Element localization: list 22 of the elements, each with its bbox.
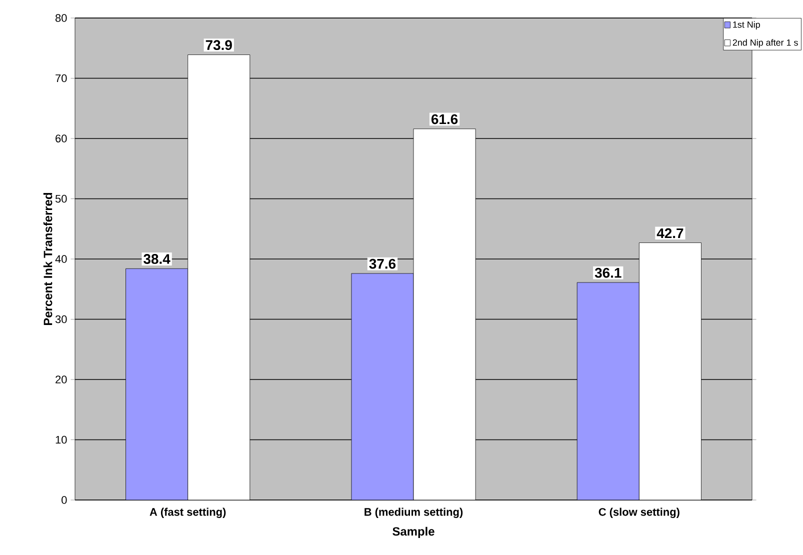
legend-label: 2nd Nip after 1 s: [732, 39, 798, 48]
data-label: 61.6: [431, 114, 458, 124]
y-tick-label: 20: [56, 376, 67, 384]
y-tick-label: 50: [55, 194, 67, 203]
x-tick-label: A (fast setting): [150, 508, 226, 518]
y-tick-label: 30: [55, 315, 67, 324]
legend-label: 1st Nip: [733, 21, 760, 30]
y-axis-title: Percent Ink Transferred: [43, 193, 52, 325]
x-tick-label: B (medium setting): [364, 508, 463, 518]
y-tick-label: 80: [56, 14, 67, 22]
y-tick-label: 10: [56, 436, 67, 444]
y-tick-label: 0: [62, 496, 67, 504]
data-label: 42.7: [656, 228, 684, 238]
data-label: 73.9: [206, 40, 232, 50]
data-label: 37.6: [369, 258, 396, 269]
x-axis-title: Sample: [392, 526, 434, 538]
data-label: 36.1: [594, 268, 622, 278]
data-label: 38.4: [144, 254, 170, 264]
y-tick-label: 40: [55, 255, 67, 263]
x-tick-label: C (slow setting): [598, 508, 680, 518]
y-tick-label: 60: [56, 134, 67, 142]
y-tick-label: 70: [56, 74, 67, 82]
